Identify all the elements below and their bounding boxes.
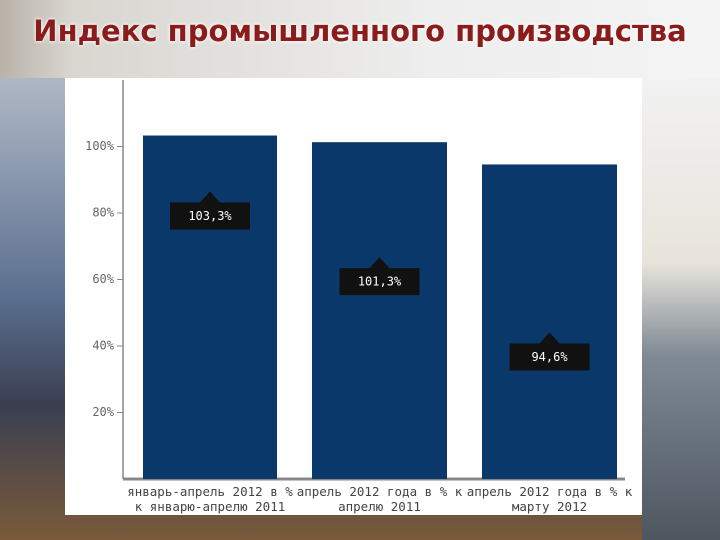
- background-photo: [642, 78, 720, 540]
- chart-title: Индекс промышленного производства: [33, 14, 687, 48]
- chart: 20% 40% 60% 80% 100% 103,3% 101,3% 94,6%: [65, 78, 642, 515]
- y-tick-label: 60%: [92, 272, 114, 286]
- y-tick-label: 80%: [92, 206, 114, 220]
- x-tick-label: январь-апрель 2012 в % к январю-апрелю 2…: [127, 484, 293, 514]
- label-callout: [339, 257, 420, 296]
- label-callout: [170, 191, 250, 230]
- header-band: [0, 0, 720, 78]
- y-tick-label: 20%: [92, 405, 114, 419]
- y-tick-label: 100%: [85, 139, 115, 153]
- y-tick-label: 40%: [92, 339, 114, 353]
- bar: [482, 164, 617, 479]
- label-callout: [509, 332, 590, 371]
- value-label: 103,3%: [188, 209, 232, 223]
- x-tick-label: апрель 2012 года в % к апрелю 2011: [296, 484, 463, 514]
- bar: [312, 142, 447, 479]
- value-label: 101,3%: [358, 275, 402, 289]
- x-tick-label: апрель 2012 года в % к марту 2012: [466, 484, 633, 514]
- bar: [143, 135, 277, 479]
- value-label: 94,6%: [531, 350, 568, 364]
